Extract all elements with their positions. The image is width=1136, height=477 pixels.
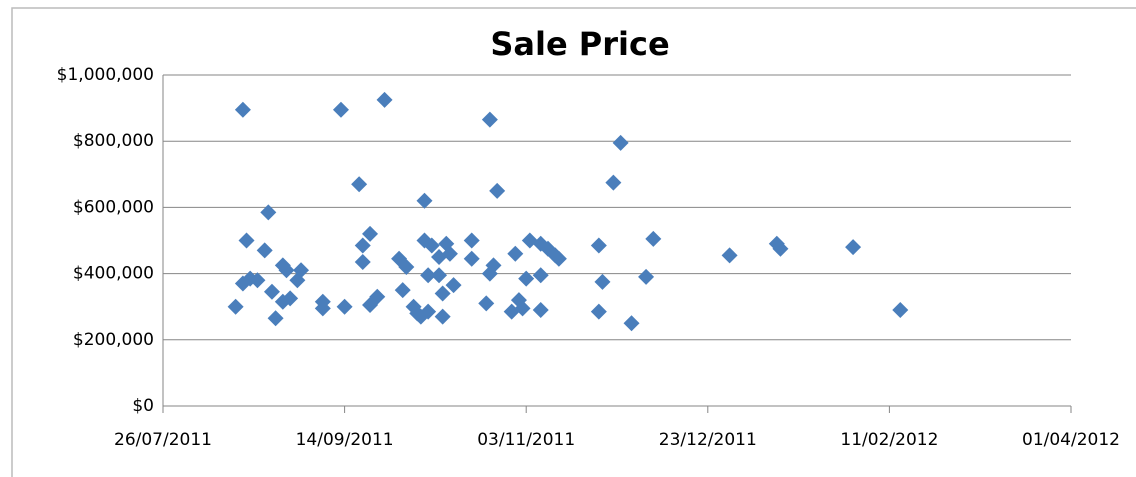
x-tick-label: 11/02/2012 xyxy=(840,430,938,450)
point xyxy=(845,239,862,256)
point xyxy=(249,272,266,289)
point xyxy=(590,303,607,320)
point xyxy=(721,247,738,264)
x-tick-label: 23/12/2011 xyxy=(659,430,757,450)
point xyxy=(441,245,458,262)
point xyxy=(518,270,535,287)
point xyxy=(420,267,437,284)
point xyxy=(645,230,662,247)
point xyxy=(590,237,607,254)
chart-title: Sale Price xyxy=(490,25,669,63)
point xyxy=(282,290,299,307)
point xyxy=(278,262,295,279)
point xyxy=(314,300,331,317)
point xyxy=(434,308,451,325)
x-tick-label: 03/11/2011 xyxy=(477,430,575,450)
point xyxy=(463,250,480,267)
point xyxy=(605,174,622,191)
point xyxy=(507,245,524,262)
point xyxy=(234,101,251,118)
point xyxy=(478,295,495,312)
y-tick-label: $800,000 xyxy=(73,131,154,151)
point xyxy=(489,182,506,199)
point xyxy=(260,204,277,221)
x-tick-label: 14/09/2011 xyxy=(296,430,394,450)
y-tick-label: $1,000,000 xyxy=(57,65,154,85)
point xyxy=(463,232,480,249)
y-tick-label: $0 xyxy=(132,396,154,416)
point xyxy=(362,225,379,242)
point xyxy=(416,192,433,209)
point xyxy=(332,101,349,118)
y-tick-label: $200,000 xyxy=(73,330,154,350)
point xyxy=(398,258,415,275)
point xyxy=(445,277,462,294)
chart-border xyxy=(11,7,1136,477)
point xyxy=(594,273,611,290)
point xyxy=(623,315,640,332)
point xyxy=(514,300,531,317)
point xyxy=(354,237,371,254)
point xyxy=(351,176,368,193)
x-tick-label: 01/04/2012 xyxy=(1022,430,1120,450)
point xyxy=(267,310,284,327)
point xyxy=(293,262,310,279)
point xyxy=(423,237,440,254)
point xyxy=(354,254,371,271)
point xyxy=(532,302,549,319)
point xyxy=(434,285,451,302)
point xyxy=(892,302,909,319)
point xyxy=(431,267,448,284)
point xyxy=(376,91,393,108)
point xyxy=(238,232,255,249)
point xyxy=(612,134,629,151)
point xyxy=(394,282,411,299)
point xyxy=(550,250,567,267)
point xyxy=(227,298,244,315)
point xyxy=(481,111,498,128)
point xyxy=(638,268,655,285)
y-tick-label: $600,000 xyxy=(73,197,154,217)
point xyxy=(772,240,789,257)
point xyxy=(369,288,386,305)
point xyxy=(336,298,353,315)
x-tick-label: 26/07/2011 xyxy=(114,430,212,450)
point xyxy=(485,257,502,274)
point xyxy=(532,267,549,284)
y-tick-label: $400,000 xyxy=(73,264,154,284)
point xyxy=(256,242,273,259)
point xyxy=(263,283,280,300)
point xyxy=(420,303,437,320)
